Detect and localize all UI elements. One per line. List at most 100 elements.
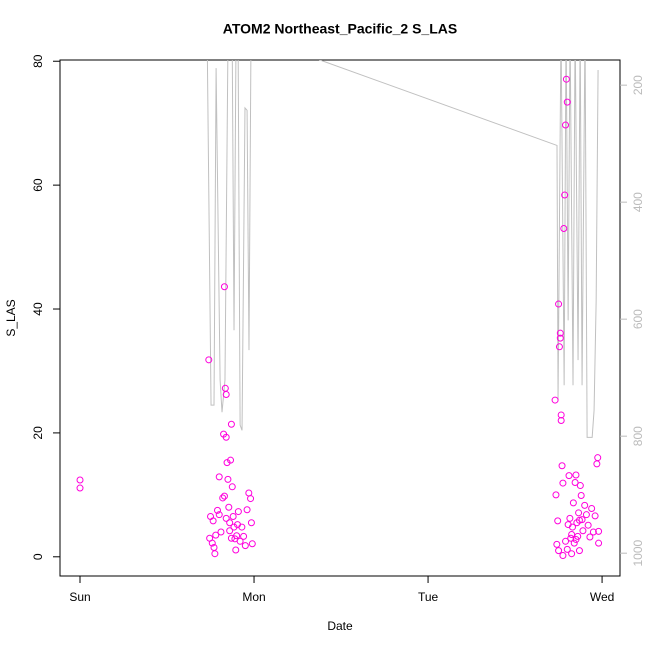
data-point (232, 546, 240, 554)
data-point (76, 484, 84, 492)
y-tick-label: 60 (31, 178, 45, 192)
data-point (565, 472, 573, 480)
data-point (588, 504, 596, 512)
data-point (557, 417, 565, 425)
data-point (226, 519, 234, 527)
data-point (234, 508, 242, 516)
data-point (212, 531, 220, 539)
data-point (566, 514, 574, 522)
data-point (209, 517, 217, 525)
data-point (241, 542, 249, 550)
y-axis-label: S_LAS (4, 299, 18, 336)
data-point (558, 462, 566, 470)
data-point (586, 533, 594, 541)
data-point (227, 534, 235, 542)
y2-tick-label: 400 (631, 192, 645, 212)
x-axis-label: Date (327, 619, 353, 633)
data-point (217, 528, 225, 536)
data-point (582, 511, 590, 519)
data-point (568, 550, 576, 558)
x-tick-label: Sun (69, 590, 90, 604)
data-point (248, 540, 256, 548)
data-point (572, 535, 580, 543)
x-tick-label: Tue (418, 590, 439, 604)
data-point (571, 478, 579, 486)
data-point (555, 547, 563, 555)
data-point (554, 517, 562, 525)
data-point (563, 98, 571, 106)
y-tick-label: 20 (31, 426, 45, 440)
y2-tick-label: 200 (631, 75, 645, 95)
data-point (575, 516, 583, 524)
data-point (562, 121, 570, 129)
data-point (581, 501, 589, 509)
data-point (576, 482, 584, 490)
data-point (213, 506, 221, 514)
data-point (560, 224, 568, 232)
data-point (589, 528, 597, 536)
data-point (215, 473, 223, 481)
data-point (229, 513, 237, 521)
chart-title: ATOM2 Northeast_Pacific_2 S_LAS (223, 21, 457, 37)
y2-tick-label: 800 (631, 426, 645, 446)
data-point (595, 527, 603, 535)
data-point (572, 471, 580, 479)
plot-area (76, 60, 603, 560)
data-point (594, 454, 602, 462)
data-point (240, 532, 248, 540)
data-point (575, 509, 583, 517)
data-point (227, 420, 235, 428)
data-point (556, 334, 564, 342)
data-point (227, 456, 235, 464)
data-point (205, 356, 213, 364)
data-point (578, 516, 586, 524)
data-point (555, 300, 563, 308)
data-point (568, 530, 576, 538)
data-point (220, 283, 228, 291)
data-point (236, 537, 244, 545)
plot-frame (59, 59, 621, 577)
data-point (593, 460, 601, 468)
data-point (559, 479, 567, 487)
data-point (247, 519, 255, 527)
data-point (219, 494, 227, 502)
data-point (220, 492, 228, 500)
data-point (222, 514, 230, 522)
data-point (562, 75, 570, 83)
data-point (555, 343, 563, 351)
data-point (577, 491, 585, 499)
data-point (584, 521, 592, 529)
data-point (76, 476, 84, 484)
data-point (211, 550, 219, 558)
data-point (226, 527, 234, 535)
data-point (243, 506, 251, 514)
data-point (575, 547, 583, 555)
data-point (591, 512, 599, 520)
data-point (567, 534, 575, 542)
data-point (562, 537, 570, 545)
y2-tick-label: 1000 (631, 540, 645, 567)
x-tick-label: Mon (242, 590, 265, 604)
data-line (206, 60, 599, 438)
data-point (559, 552, 567, 560)
data-point (556, 329, 564, 337)
y-tick-label: 0 (31, 553, 45, 560)
data-point (247, 495, 255, 503)
data-point (222, 391, 230, 399)
data-point (595, 539, 603, 547)
data-point (552, 491, 560, 499)
x-tick-label: Wed (590, 590, 614, 604)
data-point (551, 396, 559, 404)
data-point (238, 523, 246, 531)
data-point (225, 503, 233, 511)
data-point (563, 545, 571, 553)
data-point (553, 540, 561, 548)
data-point (224, 475, 232, 483)
data-point (564, 521, 572, 529)
data-point (579, 527, 587, 535)
data-point (215, 511, 223, 519)
data-point (222, 433, 230, 441)
y2-tick-label: 600 (631, 309, 645, 329)
